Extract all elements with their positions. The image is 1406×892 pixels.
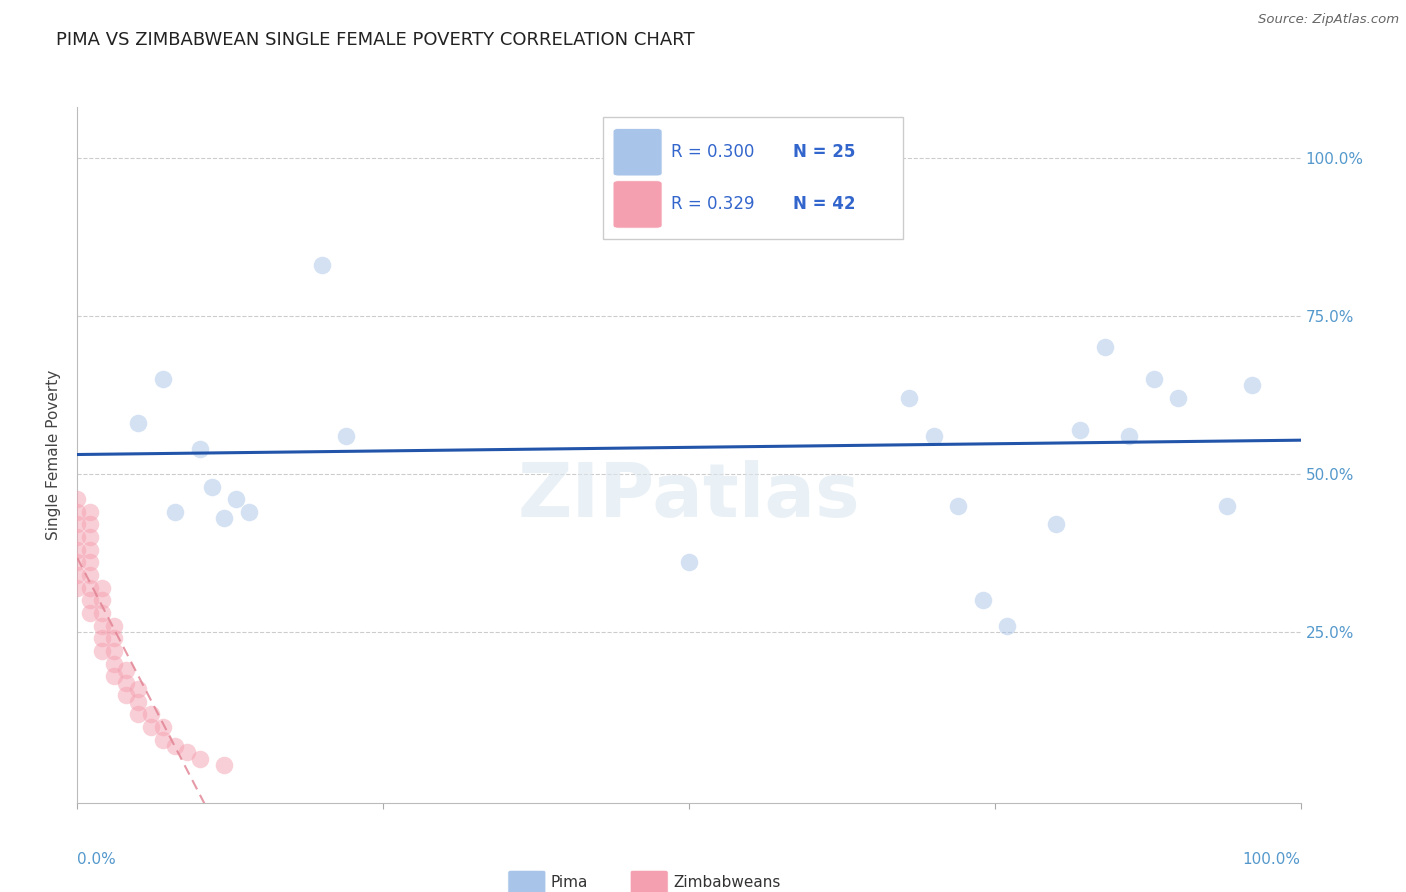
Point	[1240, 378, 1263, 392]
Point	[66, 581, 89, 595]
Point	[79, 517, 101, 532]
Text: PIMA VS ZIMBABWEAN SINGLE FEMALE POVERTY CORRELATION CHART: PIMA VS ZIMBABWEAN SINGLE FEMALE POVERTY…	[56, 31, 695, 49]
Point	[212, 511, 235, 525]
Point	[995, 618, 1018, 632]
Point	[115, 688, 138, 702]
Y-axis label: Single Female Poverty: Single Female Poverty	[46, 370, 62, 540]
Point	[201, 479, 224, 493]
Point	[1216, 499, 1239, 513]
Point	[188, 442, 211, 456]
Point	[79, 505, 101, 519]
Point	[1069, 423, 1091, 437]
Point	[79, 593, 101, 607]
FancyBboxPatch shape	[613, 128, 662, 176]
Point	[152, 720, 174, 734]
Point	[862, 157, 884, 171]
Point	[972, 593, 994, 607]
Text: N = 25: N = 25	[793, 144, 855, 161]
Text: ZIPatlas: ZIPatlas	[517, 460, 860, 533]
Point	[128, 417, 150, 431]
Point	[115, 675, 138, 690]
FancyBboxPatch shape	[613, 181, 662, 228]
Point	[311, 258, 333, 272]
FancyBboxPatch shape	[603, 118, 903, 239]
Point	[66, 542, 89, 557]
Text: 0.0%: 0.0%	[77, 852, 117, 866]
Point	[103, 644, 125, 658]
Point	[66, 492, 89, 507]
Point	[139, 720, 162, 734]
Point	[90, 644, 112, 658]
Point	[115, 663, 138, 677]
Point	[90, 581, 112, 595]
Point	[128, 707, 150, 722]
Point	[90, 606, 112, 620]
Text: Source: ZipAtlas.com: Source: ZipAtlas.com	[1258, 13, 1399, 27]
Point	[79, 542, 101, 557]
Text: R = 0.300: R = 0.300	[671, 144, 754, 161]
Point	[90, 593, 112, 607]
Point	[79, 556, 101, 570]
Point	[103, 632, 125, 646]
Point	[188, 751, 211, 765]
Point	[152, 732, 174, 747]
Point	[128, 681, 150, 696]
Point	[1094, 340, 1116, 354]
Point	[335, 429, 357, 443]
Point	[103, 669, 125, 683]
Point	[152, 372, 174, 386]
Point	[90, 618, 112, 632]
Point	[79, 530, 101, 544]
Point	[1167, 391, 1189, 405]
Point	[103, 657, 125, 671]
Point	[90, 632, 112, 646]
Text: Zimbabweans: Zimbabweans	[673, 875, 780, 890]
Point	[79, 568, 101, 582]
Point	[66, 556, 89, 570]
Point	[1045, 517, 1067, 532]
Point	[212, 757, 235, 772]
Point	[898, 391, 921, 405]
Text: N = 42: N = 42	[793, 195, 855, 213]
Text: Pima: Pima	[551, 875, 588, 890]
Point	[225, 492, 247, 507]
FancyBboxPatch shape	[630, 871, 668, 892]
Point	[946, 499, 969, 513]
Point	[922, 429, 945, 443]
Point	[66, 568, 89, 582]
Point	[678, 556, 700, 570]
Text: 100.0%: 100.0%	[1243, 852, 1301, 866]
Text: R = 0.329: R = 0.329	[671, 195, 754, 213]
Point	[176, 745, 198, 759]
Point	[79, 581, 101, 595]
Point	[66, 505, 89, 519]
FancyBboxPatch shape	[508, 871, 546, 892]
Point	[165, 505, 187, 519]
Point	[66, 530, 89, 544]
Point	[238, 505, 260, 519]
Point	[103, 618, 125, 632]
Point	[79, 606, 101, 620]
Point	[1118, 429, 1140, 443]
Point	[66, 517, 89, 532]
Point	[139, 707, 162, 722]
Point	[165, 739, 187, 753]
Point	[128, 695, 150, 709]
Point	[1143, 372, 1166, 386]
